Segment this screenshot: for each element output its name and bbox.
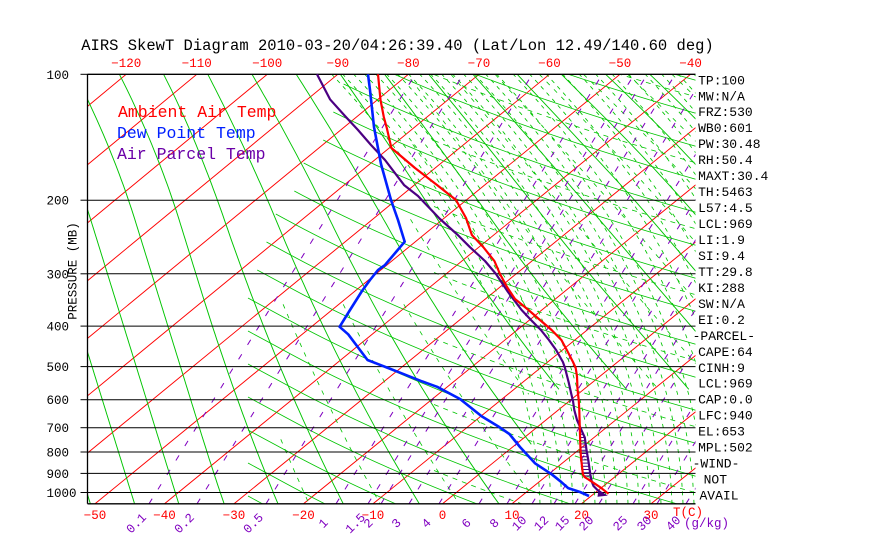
svg-text:−60: −60: [538, 57, 561, 71]
svg-text:200: 200: [47, 195, 70, 209]
svg-text:800: 800: [47, 446, 70, 460]
svg-text:RH:50.4: RH:50.4: [698, 153, 753, 168]
svg-text:MW:N/A: MW:N/A: [698, 89, 745, 104]
svg-text:20: 20: [574, 509, 589, 523]
svg-text:−20: −20: [292, 509, 315, 523]
svg-text:700: 700: [47, 422, 70, 436]
svg-text:LI:1.9: LI:1.9: [698, 233, 745, 248]
svg-text:CINH:9: CINH:9: [698, 361, 745, 376]
svg-text:LCL:969: LCL:969: [698, 217, 753, 232]
svg-text:SI:9.4: SI:9.4: [698, 249, 745, 264]
svg-text:T(C): T(C): [673, 506, 703, 520]
svg-text:TT:29.8: TT:29.8: [698, 265, 753, 280]
svg-text:EL:653: EL:653: [698, 425, 745, 440]
svg-text:1000: 1000: [47, 487, 77, 501]
svg-text:MAXT:30.4: MAXT:30.4: [698, 169, 768, 184]
svg-text:−100: −100: [252, 57, 282, 71]
svg-text:PRESSURE (MB): PRESSURE (MB): [67, 222, 81, 320]
svg-text:−30: −30: [223, 509, 246, 523]
svg-text:TH:5463: TH:5463: [698, 185, 753, 200]
svg-text:500: 500: [47, 361, 70, 375]
svg-text:CAP:0.0: CAP:0.0: [698, 393, 753, 408]
svg-text:-PARCEL-: -PARCEL-: [693, 329, 755, 344]
svg-text:AIRS SkewT Diagram 2010-03-20/: AIRS SkewT Diagram 2010-03-20/04:26:39.4…: [81, 37, 714, 55]
svg-text:0: 0: [439, 509, 447, 523]
svg-text:KI:288: KI:288: [698, 281, 745, 296]
svg-text:Air Parcel Temp: Air Parcel Temp: [117, 145, 266, 164]
svg-text:CAPE:64: CAPE:64: [698, 345, 753, 360]
svg-text:L57:4.5: L57:4.5: [698, 201, 753, 216]
svg-text:−90: −90: [327, 57, 350, 71]
svg-text:−70: −70: [468, 57, 491, 71]
svg-text:−80: −80: [397, 57, 420, 71]
svg-text:Ambient Air Temp: Ambient Air Temp: [118, 103, 276, 122]
svg-text:−40: −40: [153, 509, 176, 523]
svg-text:−120: −120: [111, 57, 141, 71]
svg-text:FRZ:530: FRZ:530: [698, 105, 753, 120]
svg-text:−110: −110: [182, 57, 212, 71]
svg-text:WB0:601: WB0:601: [698, 121, 753, 136]
svg-text:MPL:502: MPL:502: [698, 441, 753, 456]
svg-text:NOT: NOT: [704, 473, 728, 488]
svg-text:−40: −40: [679, 57, 702, 71]
svg-text:(g/kg): (g/kg): [684, 517, 729, 531]
svg-text:100: 100: [47, 69, 70, 83]
svg-text:400: 400: [47, 321, 70, 335]
svg-text:AVAIL: AVAIL: [700, 489, 739, 504]
svg-text:−10: −10: [362, 509, 385, 523]
svg-text:−50: −50: [609, 57, 632, 71]
svg-text:10: 10: [504, 509, 519, 523]
svg-text:300: 300: [47, 268, 70, 282]
svg-text:900: 900: [47, 468, 70, 482]
svg-text:SW:N/A: SW:N/A: [698, 297, 745, 312]
svg-text:TP:100: TP:100: [698, 73, 745, 88]
svg-text:Dew Point Temp: Dew Point Temp: [117, 124, 256, 143]
svg-text:600: 600: [47, 394, 70, 408]
svg-text:PW:30.48: PW:30.48: [698, 137, 760, 152]
svg-text:30: 30: [643, 509, 658, 523]
svg-text:LCL:969: LCL:969: [698, 377, 753, 392]
svg-text:−50: −50: [84, 509, 107, 523]
svg-text:EI:0.2: EI:0.2: [698, 313, 745, 328]
svg-text:LFC:940: LFC:940: [698, 409, 753, 424]
svg-text:-WIND-: -WIND-: [693, 457, 740, 472]
